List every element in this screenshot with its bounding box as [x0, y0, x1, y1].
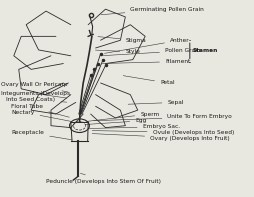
- Text: Sperm: Sperm: [86, 112, 159, 122]
- Text: Filament: Filament: [102, 59, 189, 64]
- Text: Sepal: Sepal: [128, 100, 183, 105]
- Text: Receptacle: Receptacle: [11, 130, 72, 140]
- Text: Petal: Petal: [123, 76, 174, 85]
- Text: Ovule (Develops Into Seed): Ovule (Develops Into Seed): [92, 130, 233, 135]
- Text: Into Seed Coats): Into Seed Coats): [6, 97, 67, 102]
- Text: Pollen Grain: Pollen Grain: [103, 48, 200, 56]
- Text: Style: Style: [95, 49, 140, 54]
- Text: Anther: Anther: [104, 38, 189, 53]
- Text: Peduncle (Develops Into Stem Of Fruit): Peduncle (Develops Into Stem Of Fruit): [46, 173, 160, 184]
- Text: Stigma: Stigma: [98, 37, 146, 43]
- Text: Unite To Form Embryo: Unite To Form Embryo: [93, 114, 231, 121]
- Text: Floral Tube: Floral Tube: [11, 104, 69, 117]
- Text: Ovary Wall Or Pericarp: Ovary Wall Or Pericarp: [1, 82, 68, 92]
- Text: Ovary (Develops Into Fruit): Ovary (Develops Into Fruit): [92, 134, 229, 141]
- Text: Stamen: Stamen: [192, 48, 217, 53]
- Text: Germinating Pollen Grain: Germinating Pollen Grain: [100, 7, 203, 15]
- Text: Embryo Sac.: Embryo Sac.: [88, 124, 179, 129]
- Text: Egg: Egg: [84, 118, 146, 125]
- Text: Integuments (Develops: Integuments (Develops: [1, 91, 70, 98]
- Text: Nectary: Nectary: [11, 110, 70, 121]
